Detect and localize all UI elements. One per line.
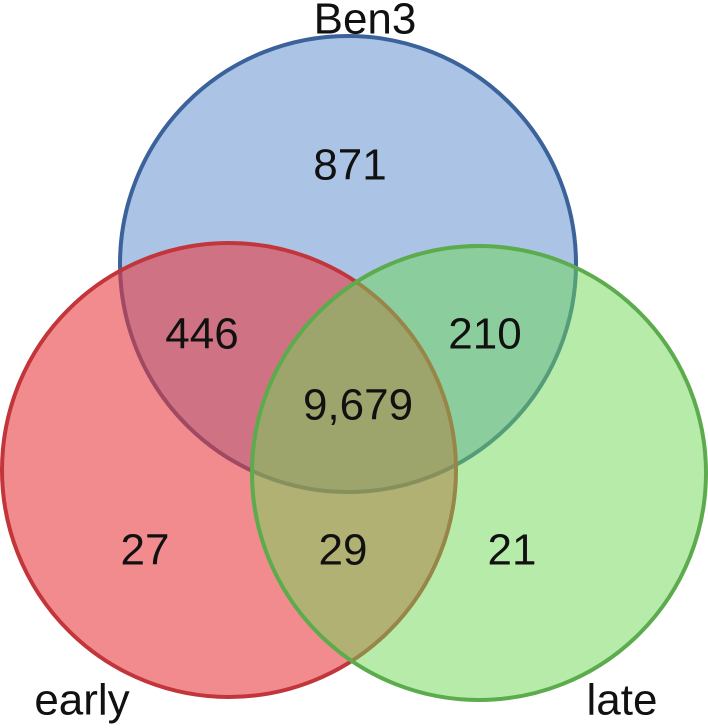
region-count: 871 bbox=[313, 141, 386, 190]
set-label: early bbox=[34, 676, 129, 725]
region-count: 446 bbox=[165, 310, 238, 359]
region-count: 29 bbox=[319, 526, 368, 575]
set-label: Ben3 bbox=[314, 0, 417, 44]
region-count: 27 bbox=[121, 526, 170, 575]
region-count: 21 bbox=[488, 526, 537, 575]
late-circle bbox=[250, 244, 708, 702]
set-label: late bbox=[587, 676, 658, 725]
region-count: 210 bbox=[448, 310, 521, 359]
region-count: 9,679 bbox=[303, 381, 413, 430]
